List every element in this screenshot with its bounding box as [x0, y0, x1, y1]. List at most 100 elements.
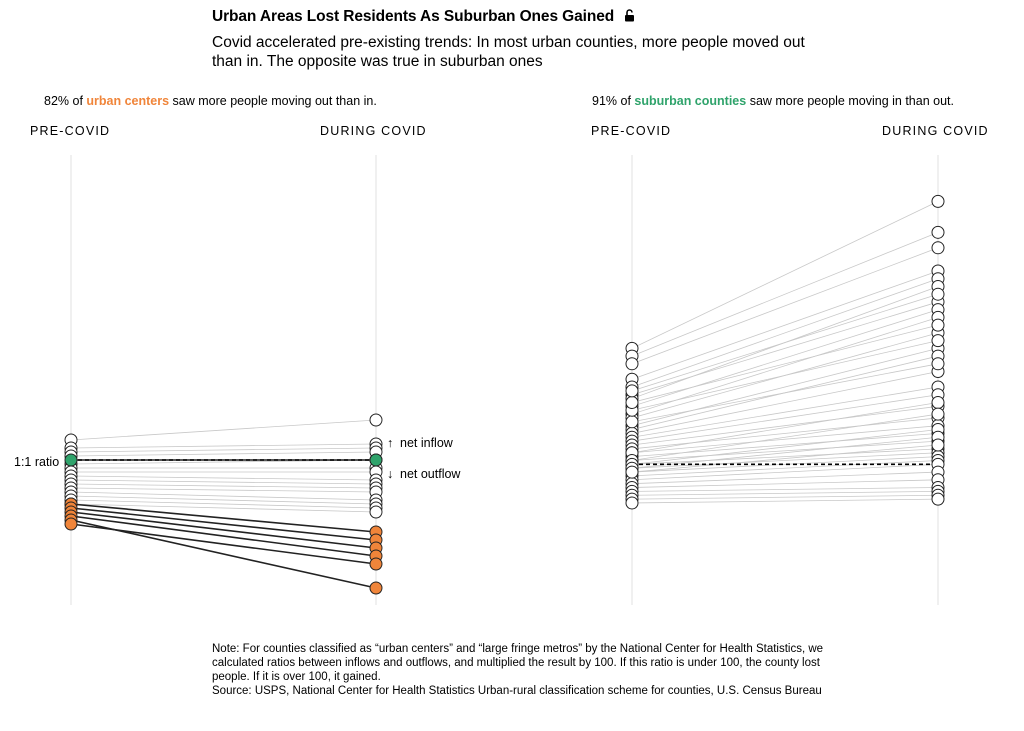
- suburban-series-line: [631, 371, 939, 434]
- suburban-series-line: [631, 278, 939, 388]
- inflow-arrow-icon: ↑: [387, 436, 393, 450]
- outflow-label: net outflow: [400, 467, 461, 481]
- suburban-series-line: [631, 405, 939, 446]
- suburban-during-point: [931, 407, 945, 421]
- urban-series-line: [70, 475, 377, 481]
- suburban-caption: 91% of suburban counties saw more people…: [592, 94, 954, 108]
- suburban-series-line: [631, 479, 939, 488]
- chart-subtitle: Covid accelerated pre-existing trends: I…: [212, 34, 805, 70]
- suburban-during-point: [931, 334, 945, 348]
- suburban-during-point: [931, 357, 945, 371]
- suburban-series-line: [631, 498, 939, 504]
- suburban-pre-point: [625, 415, 639, 429]
- suburban-series-line: [631, 417, 939, 450]
- suburban-during-point: [931, 241, 945, 255]
- suburban-during-point: [931, 194, 945, 208]
- suburban-caption-pre: 91% of: [592, 94, 635, 108]
- suburban-series-line: [631, 402, 939, 454]
- suburban-pre-point: [625, 465, 639, 479]
- source-text: Source: USPS, National Center for Health…: [212, 685, 822, 697]
- suburban-series-line: [631, 429, 939, 465]
- suburban-pre-point: [625, 384, 639, 398]
- suburban-series-line: [631, 452, 939, 469]
- urban-axis-pre: PRE-COVID: [30, 124, 111, 138]
- urban-series-line: [70, 523, 377, 565]
- suburban-series-line: [631, 247, 939, 365]
- urban-during-point: [369, 557, 383, 571]
- urban-series-line: [70, 499, 377, 509]
- suburban-series-line: [631, 201, 939, 349]
- urban-series-line: [70, 515, 377, 557]
- urban-during-point: [369, 453, 383, 467]
- suburban-series-line: [631, 491, 939, 496]
- footnote: Note: For counties classified as “urban …: [212, 642, 842, 698]
- suburban-series-line: [631, 293, 939, 392]
- suburban-series-line: [631, 324, 939, 403]
- urban-series-line: [70, 419, 377, 441]
- suburban-series-line: [631, 386, 939, 438]
- urban-series-line: [70, 503, 377, 533]
- suburban-series-line: [631, 231, 939, 357]
- suburban-series-line: [631, 471, 939, 485]
- suburban-series-line: [631, 487, 939, 492]
- suburban-series-line: [631, 270, 939, 380]
- suburban-during-point: [931, 318, 945, 332]
- suburban-caption-highlight: suburban counties: [634, 94, 747, 108]
- urban-caption-pre: 82% of: [44, 94, 87, 108]
- suburban-series-line: [631, 436, 939, 469]
- suburban-caption-post: saw more people moving in than out.: [746, 94, 954, 108]
- suburban-series-line: [631, 347, 939, 427]
- urban-series-line: [70, 491, 377, 501]
- suburban-dots: [625, 194, 945, 510]
- inflow-label: net inflow: [400, 436, 454, 450]
- urban-chart: 1:1 ratio ↑ net inflow ↓ net outflow: [14, 155, 461, 605]
- suburban-during-point: [931, 492, 945, 506]
- suburban-series-line: [631, 440, 939, 461]
- suburban-chart: [625, 155, 945, 605]
- chart-title: Urban Areas Lost Residents As Suburban O…: [212, 8, 635, 27]
- suburban-during-point: [931, 225, 945, 239]
- urban-series-line: [70, 511, 377, 549]
- suburban-series-line: [631, 340, 939, 411]
- suburban-pre-point: [625, 395, 639, 409]
- suburban-series-line: [631, 494, 939, 500]
- urban-caption-post: saw more people moving out than in.: [169, 94, 377, 108]
- suburban-series-line: [631, 425, 939, 454]
- urban-dots: [64, 413, 383, 595]
- note-text: Note: For counties classified as “urban …: [212, 643, 824, 683]
- urban-caption-highlight: urban centers: [86, 94, 170, 108]
- suburban-during-point: [931, 287, 945, 301]
- urban-during-point: [369, 505, 383, 519]
- suburban-series-line: [631, 413, 939, 461]
- urban-series-line: [70, 479, 377, 485]
- urban-series-line: [70, 507, 377, 541]
- suburban-lines: [631, 201, 939, 504]
- urban-axis-during: DURING COVID: [320, 124, 427, 138]
- urban-pre-point: [64, 453, 78, 467]
- urban-during-point: [369, 413, 383, 427]
- urban-series-line: [70, 443, 377, 449]
- urban-series-line: [70, 447, 377, 453]
- urban-series-line: [70, 487, 377, 493]
- suburban-series-line: [631, 460, 939, 477]
- outflow-arrow-icon: ↓: [387, 467, 393, 481]
- suburban-during-point: [931, 438, 945, 452]
- suburban-series-line: [631, 317, 939, 415]
- chart-title-text: Urban Areas Lost Residents As Suburban O…: [212, 8, 615, 25]
- urban-series-line: [70, 483, 377, 489]
- urban-lines: [70, 419, 377, 589]
- urban-during-point: [369, 581, 383, 595]
- urban-series-line: [70, 503, 377, 513]
- suburban-axis-during: DURING COVID: [882, 124, 989, 138]
- suburban-series-line: [631, 456, 939, 473]
- suburban-axis-pre: PRE-COVID: [591, 124, 672, 138]
- suburban-series-line: [631, 309, 939, 407]
- suburban-series-line: [631, 448, 939, 465]
- urban-series-line: [70, 495, 377, 505]
- suburban-series-line: [631, 301, 939, 396]
- unlock-icon: [624, 9, 635, 27]
- suburban-series-line: [631, 363, 939, 423]
- urban-series-line: [70, 451, 377, 457]
- urban-pre-point: [64, 517, 78, 531]
